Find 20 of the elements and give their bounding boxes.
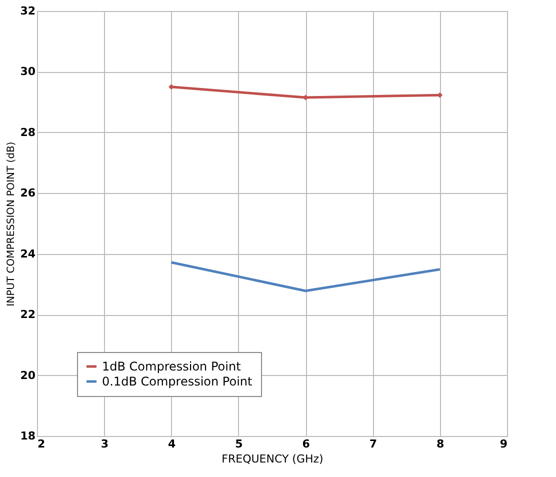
x-tick-label: 6 bbox=[302, 438, 310, 450]
legend-label: 0.1dB Compression Point bbox=[102, 374, 253, 388]
y-tick-label: 30 bbox=[20, 65, 36, 78]
x-tick-label: 4 bbox=[168, 438, 176, 450]
x-tick-label: 2 bbox=[38, 438, 46, 450]
y-tick-label: 22 bbox=[20, 308, 36, 322]
y-tick-label: 24 bbox=[20, 247, 36, 260]
y-tick-label: 32 bbox=[20, 4, 36, 18]
x-tick-label: 9 bbox=[500, 438, 508, 450]
y-tick-label: 28 bbox=[20, 126, 36, 139]
y-tick-label: 20 bbox=[20, 368, 36, 382]
x-tick-label: 8 bbox=[436, 438, 444, 450]
y-tick-label: 26 bbox=[20, 186, 36, 200]
x-axis-title: FREQUENCY (GHz) bbox=[222, 452, 324, 466]
legend-label: 1dB Compression Point bbox=[102, 360, 242, 374]
x-tick-label: 3 bbox=[100, 438, 108, 450]
x-tick-label: 7 bbox=[369, 438, 378, 450]
x-tick-label: 5 bbox=[235, 438, 243, 450]
y-axis-title: INPUT COMPRESSION POINT (dB) bbox=[6, 142, 18, 306]
y-tick-label: 18 bbox=[20, 430, 36, 442]
